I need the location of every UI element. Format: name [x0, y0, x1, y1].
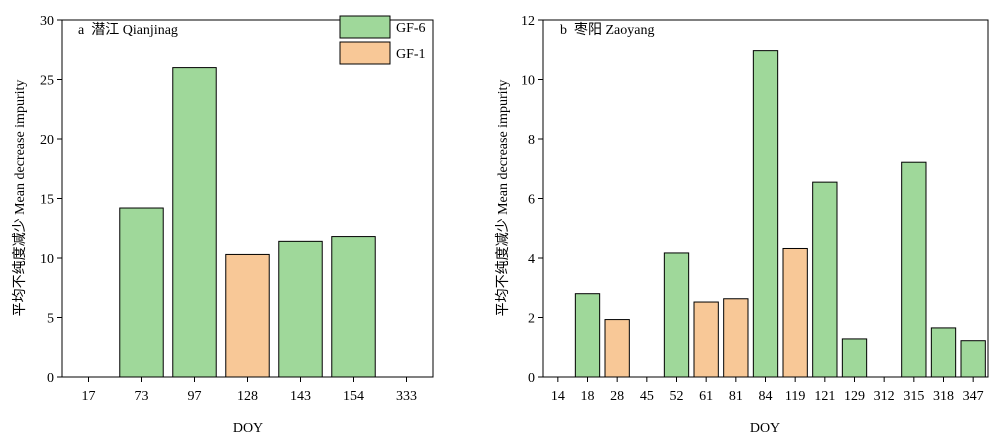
panel-b-bar-52 — [663, 252, 690, 378]
legend: GF-6 GF-1 — [339, 15, 426, 65]
panel-b-x-tick-label: 129 — [844, 389, 865, 404]
panel-b-y-tick-label: 12 — [521, 14, 535, 29]
legend-label-gf6: GF-6 — [396, 21, 426, 36]
panel-b-chart: b 枣阳 Zaoyang 平均不纯度减少 Mean decrease impur… — [495, 14, 989, 436]
legend-swatch-gf1 — [339, 41, 391, 65]
panel-b-bar-119 — [782, 247, 808, 378]
panel-b-x-tick-label: 18 — [581, 389, 595, 404]
panel-b-x-axis-label: DOY — [750, 421, 780, 436]
panel-b-bar-28 — [604, 319, 630, 378]
panel-b-x-tick-label: 318 — [933, 389, 954, 404]
panel-a-y-tick-label: 0 — [47, 371, 54, 386]
panel-a-label: a 潜江 Qianjinag — [78, 22, 178, 38]
panel-a-x-tick-label: 128 — [237, 389, 258, 404]
panel-b-label: b 枣阳 Zaoyang — [560, 22, 654, 38]
panel-a-x-ticks: 17 73 97 128 143 154 333 — [82, 377, 417, 404]
panel-b-x-tick-label: 14 — [551, 389, 565, 404]
panel-b-bar-18 — [574, 293, 601, 378]
panel-a-x-tick-label: 333 — [396, 389, 417, 404]
panel-b-bar-81 — [723, 298, 749, 378]
panel-b-x-tick-label: 61 — [699, 389, 713, 404]
panel-a-bar-97 — [172, 67, 217, 378]
panel-b-x-tick-label: 315 — [903, 389, 924, 404]
panel-b-bar-315 — [901, 161, 927, 378]
panel-a-bar-128 — [225, 253, 270, 378]
panel-b-x-tick-label: 84 — [759, 389, 773, 404]
panel-a-bar-143 — [278, 240, 323, 378]
panel-b-bar-61 — [693, 301, 719, 378]
panel-a-y-axis-label: 平均不纯度减少 Mean decrease impurity — [12, 80, 28, 317]
panel-a-y-ticks: 0 5 10 15 20 25 30 — [40, 14, 62, 386]
panel-b-y-axis-label: 平均不纯度减少 Mean decrease impurity — [495, 80, 511, 317]
panel-b-x-tick-label: 347 — [963, 389, 984, 404]
panel-b-x-tick-label: 45 — [640, 389, 654, 404]
panel-b-x-tick-label: 312 — [874, 389, 895, 404]
panel-b-bar-318 — [930, 327, 957, 378]
panel-a-x-tick-label: 143 — [290, 389, 311, 404]
panel-b-x-ticks: 14 18 28 45 52 61 81 84 119 121 129 312 315 318 347 — [551, 377, 984, 404]
panel-a-x-tick-label: 97 — [188, 389, 202, 404]
panel-a-bar-73 — [119, 207, 164, 378]
panel-a-bar-154 — [331, 236, 376, 378]
panel-b-x-tick-label: 119 — [785, 389, 805, 404]
panel-b-bar-84 — [752, 50, 779, 378]
panel-b-x-tick-label: 81 — [729, 389, 743, 404]
panel-b-bar-121 — [812, 181, 838, 378]
panel-b-x-tick-label: 52 — [670, 389, 684, 404]
panel-a-y-tick-label: 15 — [40, 193, 54, 208]
panel-b-y-tick-label: 4 — [528, 252, 535, 267]
panel-a-x-tick-label: 73 — [135, 389, 149, 404]
panel-b-x-tick-label: 28 — [610, 389, 624, 404]
panel-a-y-tick-label: 30 — [40, 14, 54, 29]
panel-b-y-tick-label: 0 — [528, 371, 535, 386]
panel-b-y-tick-label: 6 — [528, 193, 535, 208]
panel-a-bars — [119, 67, 376, 378]
panel-b-y-tick-label: 2 — [528, 312, 535, 327]
panel-a-chart: a 潜江 Qianjinag 平均不纯度减少 Mean decrease imp… — [12, 14, 434, 436]
panel-b-x-tick-label: 121 — [814, 389, 835, 404]
panel-a-x-tick-label: 154 — [343, 389, 364, 404]
panel-b-bar-129 — [841, 338, 868, 378]
panel-a-y-tick-label: 5 — [47, 312, 54, 327]
panel-b-bar-347 — [960, 340, 986, 378]
legend-label-gf1: GF-1 — [396, 47, 426, 62]
panel-b-y-tick-label: 8 — [528, 133, 535, 148]
panel-a-x-tick-label: 17 — [82, 389, 96, 404]
panel-a-y-tick-label: 20 — [40, 133, 54, 148]
panel-b-bars — [574, 50, 986, 378]
panel-a-x-axis-label: DOY — [233, 421, 263, 436]
panel-b-y-ticks: 0 2 4 6 8 10 12 — [521, 14, 543, 386]
legend-swatch-gf6 — [339, 15, 391, 39]
panel-a-y-tick-label: 25 — [40, 74, 54, 89]
panel-b-y-tick-label: 10 — [521, 74, 535, 89]
panel-a-y-tick-label: 10 — [40, 252, 54, 267]
